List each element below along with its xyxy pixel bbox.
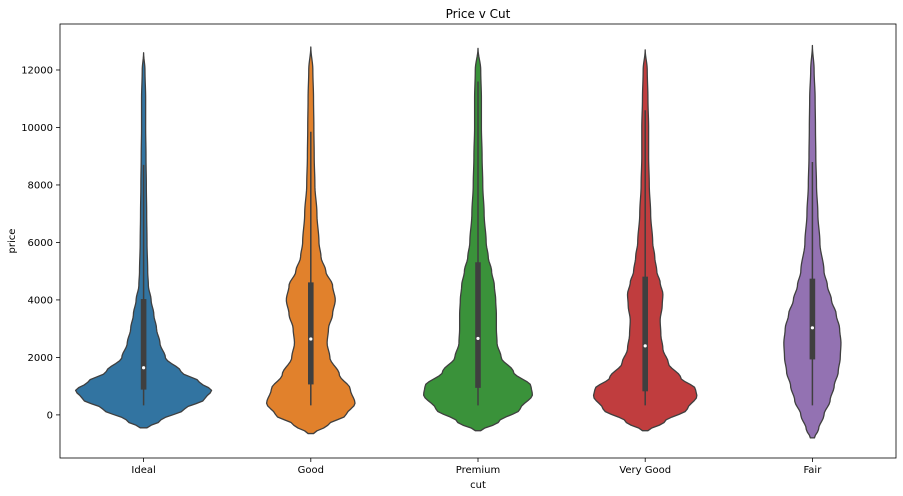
violin-median-marker [643,344,647,348]
plot-frame [59,23,897,459]
y-tick-label: 2000 [28,353,53,364]
violin-iqr-box [308,282,314,385]
x-tick-label: Fair [803,465,822,476]
x-tick-label: Very Good [619,465,671,476]
x-axis: Ideal Good Premium Very Good Fair [131,458,822,476]
y-tick-label: 8000 [28,180,53,191]
violin-median-marker [476,336,480,341]
violin-good [265,46,356,435]
violin-fair [783,44,842,439]
x-tick-label: Premium [456,465,501,476]
y-tick-label: 10000 [21,123,53,134]
y-tick-label: 6000 [28,238,53,249]
y-axis-label: price [7,229,18,254]
violins-layer [74,44,842,439]
violin-iqr-box [642,276,648,392]
violin-premium [422,47,534,432]
y-tick-label: 0 [47,410,53,421]
chart-title: Price v Cut [446,7,511,21]
violin-iqr-box [475,262,481,388]
x-axis-label: cut [470,480,486,491]
x-tick-label: Ideal [131,465,155,476]
violin-iqr-box [140,299,147,390]
y-axis: 0 2000 4000 6000 8000 10000 12000 [21,65,60,421]
y-tick-label: 12000 [21,65,53,76]
violin-median-marker [309,337,313,341]
x-tick-label: Good [298,465,324,476]
violin-iqr-box [809,278,816,360]
violin-very-good [592,49,698,432]
y-tick-label: 4000 [28,295,53,306]
violin-ideal [74,52,213,429]
violin-median-marker [142,366,146,370]
violin-median-marker [810,326,815,330]
